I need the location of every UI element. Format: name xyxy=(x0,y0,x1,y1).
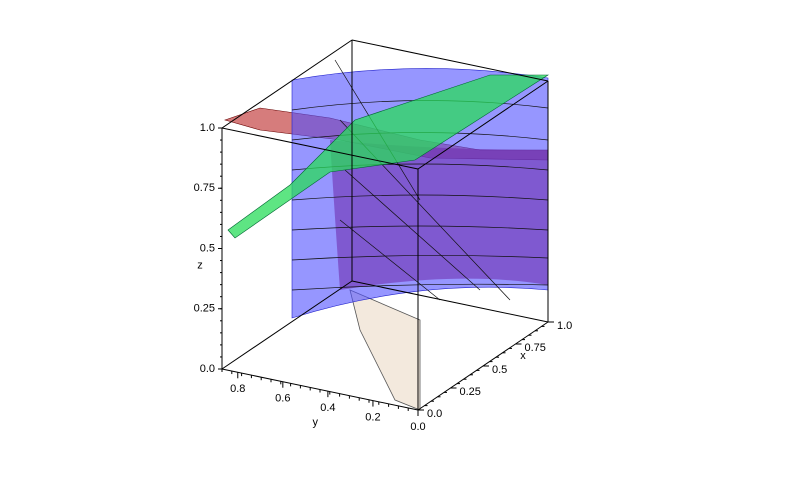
y-tick-label: 0.0 xyxy=(410,421,425,433)
y-tick-label: 0.4 xyxy=(320,402,335,414)
z-tick-label: 0.25 xyxy=(194,303,215,315)
box-edge xyxy=(351,280,549,323)
z-axis-label: z xyxy=(197,260,203,272)
x-tick-label: 0.0 xyxy=(427,408,442,420)
y-tick-label: 0.6 xyxy=(275,393,290,405)
y-axis-label: y xyxy=(312,416,318,428)
y-tick-label: 0.2 xyxy=(365,411,380,423)
x-tick-label: 0.25 xyxy=(460,386,481,398)
beige-surface xyxy=(349,289,421,411)
x-tick-label: 1.0 xyxy=(557,320,572,332)
z-tick-label: 0.0 xyxy=(200,363,215,375)
z-tick-label: 0.5 xyxy=(200,242,215,254)
z-tick-label: 1.0 xyxy=(200,122,215,134)
z-tick-label: 0.75 xyxy=(194,182,215,194)
purple-surface xyxy=(330,140,548,290)
x-axis-label: x xyxy=(520,350,526,362)
y-tick-label: 0.8 xyxy=(230,383,245,395)
x-tick-label: 0.75 xyxy=(525,342,546,354)
box-edge xyxy=(221,280,353,370)
x-tick-label: 0.5 xyxy=(492,364,507,376)
green-surface xyxy=(227,74,550,239)
box-edge xyxy=(221,127,419,170)
box-edge xyxy=(221,39,353,129)
box-edge xyxy=(417,80,549,170)
surfaces xyxy=(223,59,550,411)
box-edge xyxy=(351,39,549,82)
